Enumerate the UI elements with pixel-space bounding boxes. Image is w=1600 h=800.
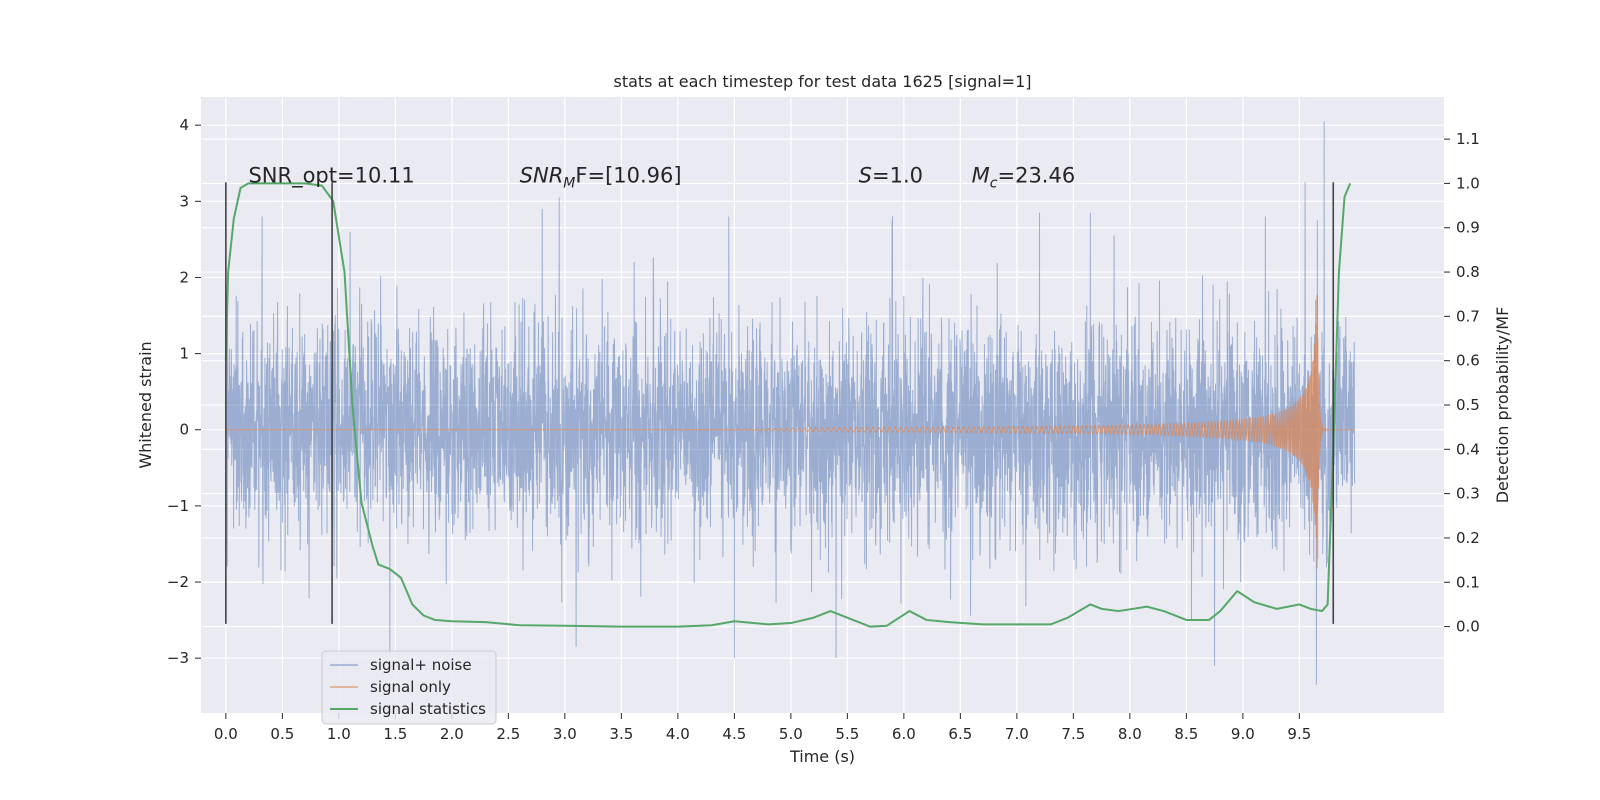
annotation-snr-mf-value: F=[10.96]: [575, 163, 681, 187]
x-tick-label-1: 0.5: [270, 725, 294, 743]
y-left-tick-label-1: −2: [167, 573, 189, 591]
annotation-s: S=1.0: [859, 163, 923, 187]
x-tick-label-14: 7.0: [1005, 725, 1029, 743]
left-y-axis-label: Whitened strain: [136, 341, 155, 468]
y-right-tick-label-4: 0.4: [1456, 440, 1480, 458]
annotation-mc: Mc=23.46: [972, 163, 1076, 191]
y-right-tick-label-11: 1.1: [1456, 130, 1480, 148]
x-tick-label-13: 6.5: [948, 725, 972, 743]
x-tick-label-10: 5.0: [779, 725, 803, 743]
y-right-tick-label-5: 0.5: [1456, 396, 1480, 414]
x-tick-label-9: 4.5: [722, 725, 746, 743]
x-tick-label-11: 5.5: [835, 725, 859, 743]
x-tick-label-8: 4.0: [666, 725, 690, 743]
signal-noise-line: [225, 121, 1356, 685]
x-tick-label-5: 2.5: [496, 725, 520, 743]
right-y-axis-ticks: 0.0 0.1 0.2 0.3 0.4 0.5 0.6 0.7 0.8 0.9 1.0 1.1: [1444, 130, 1480, 636]
x-tick-label-4: 2.0: [440, 725, 464, 743]
annotation-s-value: =1.0: [872, 163, 923, 187]
legend-box: [321, 650, 497, 725]
y-right-tick-label-9: 0.9: [1456, 219, 1480, 237]
y-left-tick-label-6: 3: [179, 192, 189, 210]
annotation-mc-symbol: M: [972, 163, 990, 187]
x-tick-label-3: 1.5: [383, 725, 407, 743]
annotation-snr-opt: SNR_opt=10.11: [248, 163, 414, 188]
y-right-tick-label-3: 0.3: [1456, 485, 1480, 503]
signal-only-line: [225, 294, 1355, 569]
y-right-tick-label-10: 1.0: [1456, 174, 1480, 192]
x-tick-label-0: 0.0: [214, 725, 238, 743]
annotation-mc-subscript: c: [990, 175, 998, 191]
statistics-line: [224, 182, 1352, 628]
statistics-series: [224, 182, 1352, 628]
x-tick-label-16: 8.0: [1118, 725, 1142, 743]
y-left-tick-label-7: 4: [179, 116, 189, 134]
y-left-tick-label-0: −3: [167, 649, 189, 667]
y-left-tick-label-2: −1: [167, 497, 189, 515]
annotation-s-symbol: S: [859, 163, 872, 187]
y-right-tick-label-8: 0.8: [1456, 263, 1480, 281]
y-right-tick-label-2: 0.2: [1456, 529, 1480, 547]
x-tick-label-17: 8.5: [1174, 725, 1198, 743]
annotation-snr-mf: SNRMF=[10.96]: [520, 163, 682, 191]
window-markers: [225, 182, 1335, 624]
y-left-tick-label-4: 1: [179, 345, 189, 363]
x-tick-label-7: 3.5: [609, 725, 633, 743]
legend-label-statistics: signal statistics: [370, 700, 486, 718]
x-tick-label-6: 3.0: [553, 725, 577, 743]
left-y-axis-ticks: −3 −2 −1 0 1 2 3 4: [167, 116, 201, 667]
legend-label-signal-only: signal only: [370, 678, 451, 696]
signal-only-series: [225, 294, 1355, 569]
annotations: SNR_opt=10.11 SNRMF=[10.96] S=1.0 Mc=23.…: [248, 163, 1075, 191]
y-right-tick-label-6: 0.6: [1456, 352, 1480, 370]
x-axis-ticks: 0.0 0.5 1.0 1.5 2.0 2.5 3.0 3.5 4.0 4.5 5.0 5.5 6.0 6…: [214, 713, 1311, 743]
x-axis-label: Time (s): [789, 747, 855, 766]
right-y-axis-label: Detection probability/MF: [1493, 307, 1512, 504]
y-right-tick-label-7: 0.7: [1456, 307, 1480, 325]
y-right-tick-label-0: 0.0: [1456, 618, 1480, 636]
annotation-snr-mf-subscript: M: [563, 175, 575, 191]
chart-title: stats at each timestep for test data 162…: [613, 72, 1031, 91]
x-tick-label-18: 9.0: [1231, 725, 1255, 743]
x-tick-label-2: 1.0: [327, 725, 351, 743]
x-tick-label-12: 6.0: [892, 725, 916, 743]
y-left-tick-label-5: 2: [179, 268, 189, 286]
legend: signal+ noise signal only signal statist…: [321, 650, 497, 725]
x-tick-label-19: 9.5: [1287, 725, 1311, 743]
y-right-tick-label-1: 0.1: [1456, 573, 1480, 591]
legend-label-signal-noise: signal+ noise: [370, 656, 472, 674]
annotation-snr-mf-symbol: SNR: [520, 163, 564, 187]
x-tick-label-15: 7.5: [1061, 725, 1085, 743]
signal-noise-series: [225, 121, 1356, 685]
y-left-tick-label-3: 0: [179, 421, 189, 439]
annotation-mc-value: =23.46: [997, 163, 1075, 187]
